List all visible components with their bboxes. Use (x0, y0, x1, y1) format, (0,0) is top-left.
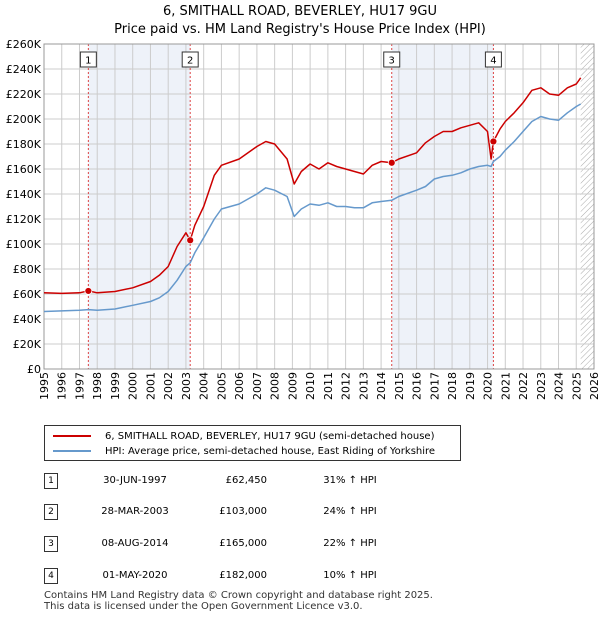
sale-3-label-box (383, 51, 401, 68)
sale-date: 01-MAY-2020 (102, 570, 168, 581)
shaded-period-1 (88, 44, 191, 369)
sale-hpi-change: 31% ↑ HPI (323, 475, 377, 486)
x-tick-label: 2011 (322, 372, 335, 400)
price-paid-line (44, 77, 582, 295)
sale-date: 08-AUG-2014 (101, 538, 169, 549)
chart-title-line2: Price paid vs. HM Land Registry's House … (114, 22, 486, 37)
y-tick-label: £80K (13, 263, 42, 276)
y-tick-label: £140K (6, 188, 42, 201)
y-tick-label: £20K (13, 338, 42, 351)
sale-1-label-box (79, 51, 97, 68)
y-tick-label: £120K (6, 213, 42, 226)
sale-3-label: 3 (389, 56, 395, 67)
sale-2-point (186, 236, 195, 245)
sale-hpi-change: 22% ↑ HPI (323, 538, 377, 549)
x-tick-label: 2006 (233, 372, 246, 400)
sale-price: £165,000 (219, 538, 267, 549)
x-tick-label: 2024 (553, 372, 566, 400)
x-tick-label: 2014 (375, 372, 388, 400)
x-tick-label: 2003 (180, 372, 193, 400)
y-tick-label: £0 (27, 363, 41, 376)
x-tick-label: 2026 (588, 372, 600, 400)
legend-item-hpi: HPI: Average price, semi-detached house,… (53, 444, 435, 458)
y-tick-label: £200K (6, 113, 42, 126)
sale-price: £103,000 (219, 506, 267, 517)
sale-2-label: 2 (187, 56, 193, 67)
x-tick-label: 2004 (198, 372, 211, 400)
y-tick-label: £40K (13, 313, 42, 326)
x-tick-label: 2018 (446, 372, 459, 400)
shaded-period-2 (391, 44, 494, 369)
x-tick-label: 2012 (340, 372, 353, 400)
sale-3-point (387, 158, 396, 167)
x-tick-label: 2016 (411, 372, 424, 400)
x-tick-label: 1995 (38, 372, 51, 400)
x-tick-label: 1997 (73, 372, 86, 400)
x-tick-label: 2009 (286, 372, 299, 400)
table-row: 4 01-MAY-2020 £182,000 10% ↑ HPI (0, 568, 600, 586)
y-tick-label: £260K (6, 38, 42, 51)
sale-number-badge: 2 (44, 504, 58, 520)
table-row: 1 30-JUN-1997 £62,450 31% ↑ HPI (0, 473, 600, 491)
table-row: 3 08-AUG-2014 £165,000 22% ↑ HPI (0, 536, 600, 554)
x-tick-label: 2019 (464, 372, 477, 400)
price-chart: 1 2 3 4 £0 £20K £40K £60K £80K £100K £120K £140K £16… (6, 38, 600, 400)
chart-legend: 6, SMITHALL ROAD, BEVERLEY, HU17 9GU (se… (44, 425, 461, 461)
sale-hpi-change: 10% ↑ HPI (323, 570, 377, 581)
sale-date: 28-MAR-2003 (101, 506, 169, 517)
x-tick-label: 2008 (269, 372, 282, 400)
sale-1-label: 1 (85, 56, 91, 67)
footer-attribution: Contains HM Land Registry data © Crown c… (44, 590, 433, 612)
x-tick-label: 2015 (393, 372, 406, 400)
x-tick-label: 2000 (127, 372, 140, 400)
y-tick-label: £100K (6, 238, 42, 251)
hpi-line (44, 103, 582, 313)
sale-number-badge: 1 (44, 473, 58, 489)
y-tick-label: £180K (6, 138, 42, 151)
sale-number-badge: 3 (44, 536, 58, 552)
sale-number-badge: 4 (44, 568, 58, 584)
legend-swatch-red (53, 435, 91, 437)
x-tick-label: 2020 (482, 372, 495, 400)
sale-2-label-box (181, 51, 199, 68)
legend-label-hpi: HPI: Average price, semi-detached house,… (105, 445, 436, 457)
chart-title-line1: 6, SMITHALL ROAD, BEVERLEY, HU17 9GU (162, 4, 438, 19)
x-tick-label: 2013 (357, 372, 370, 400)
y-tick-label: £160K (6, 163, 42, 176)
x-tick-label: 2001 (144, 372, 157, 400)
x-tick-label: 2022 (517, 372, 530, 400)
x-tick-label: 2021 (499, 372, 512, 400)
legend-item-price-paid: 6, SMITHALL ROAD, BEVERLEY, HU17 9GU (se… (53, 429, 434, 443)
forecast-hatch-region (580, 44, 594, 369)
sale-4-label: 4 (490, 56, 496, 67)
sale-4-label-box (484, 51, 502, 68)
x-tick-label: 2025 (570, 372, 583, 400)
x-tick-label: 2002 (162, 372, 175, 400)
y-tick-label: £60K (13, 288, 42, 301)
x-tick-label: 2023 (535, 372, 548, 400)
legend-swatch-blue (53, 450, 91, 452)
sale-hpi-change: 24% ↑ HPI (323, 506, 377, 517)
footer-line-1: Contains HM Land Registry data © Crown c… (44, 590, 433, 601)
x-tick-label: 2010 (304, 372, 317, 400)
sale-price: £182,000 (219, 570, 267, 581)
x-tick-label: 2017 (428, 372, 441, 400)
y-tick-label: £220K (6, 88, 42, 101)
sale-1-point (84, 287, 93, 295)
footer-line-2: This data is licensed under the Open Gov… (44, 601, 363, 612)
x-tick-label: 2005 (215, 372, 228, 400)
y-tick-label: £240K (6, 63, 42, 76)
legend-label-price-paid: 6, SMITHALL ROAD, BEVERLEY, HU17 9GU (se… (105, 430, 435, 442)
x-tick-label: 1996 (56, 372, 69, 400)
sale-4-point (489, 137, 498, 146)
sale-date: 30-JUN-1997 (103, 475, 167, 486)
x-tick-label: 1998 (91, 372, 104, 400)
sale-price: £62,450 (225, 475, 267, 486)
plot-border (43, 43, 595, 370)
x-tick-label: 2007 (251, 372, 264, 400)
x-tick-label: 1999 (109, 372, 122, 400)
table-row: 2 28-MAR-2003 £103,000 24% ↑ HPI (0, 504, 600, 522)
